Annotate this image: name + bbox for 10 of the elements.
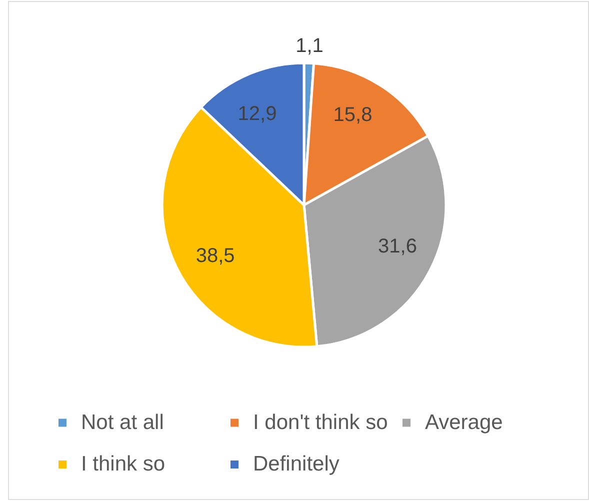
legend-label: I think so	[81, 452, 166, 476]
data-label: 15,8	[333, 104, 372, 126]
data-label: 31,6	[378, 235, 417, 258]
legend-label: Definitely	[253, 452, 340, 476]
data-label: 12,9	[238, 103, 277, 126]
legend-label: Not at all	[81, 410, 164, 434]
data-label: 1,1	[296, 35, 324, 58]
legend-label: Average	[425, 410, 503, 434]
data-label: 38,5	[196, 244, 235, 267]
legend-label: I don't think so	[253, 410, 388, 434]
